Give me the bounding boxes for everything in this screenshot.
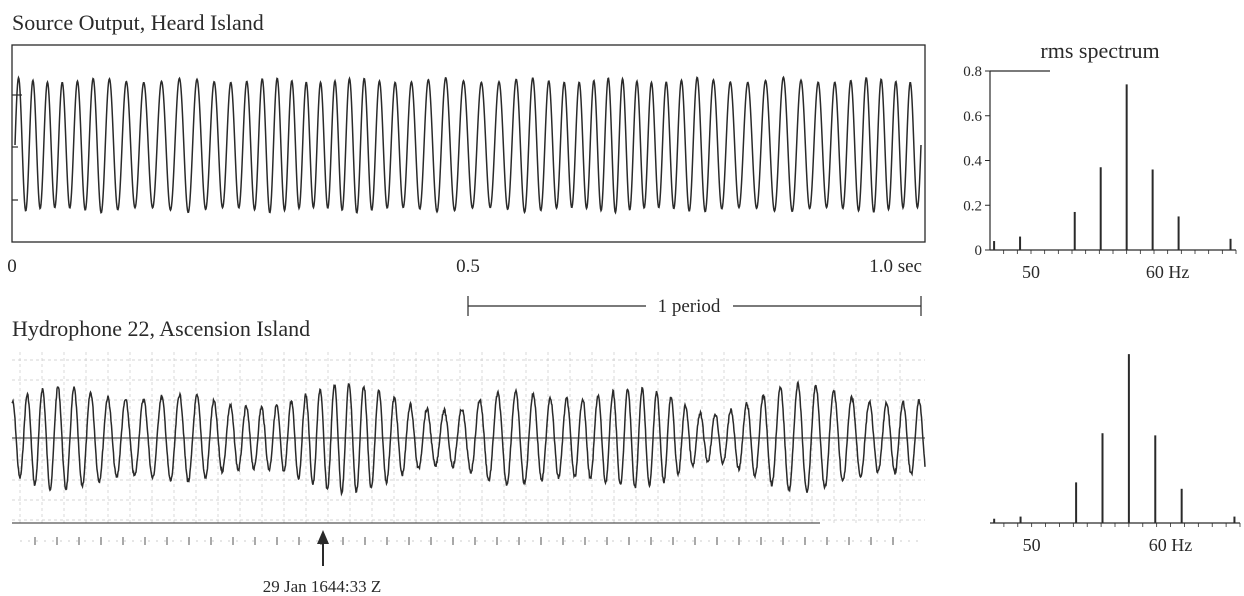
x-tick-label: 60 Hz: [1149, 535, 1193, 555]
bottom-waveform: [11, 380, 926, 497]
top-x-tick-0-5: 0.5: [456, 256, 480, 277]
period-label: 1 period: [658, 296, 721, 317]
period-bar: [467, 296, 922, 316]
timestamp-label: 29 Jan 1644:33 Z: [263, 577, 382, 596]
y-tick-label: 0.8: [963, 64, 982, 80]
top-x-tick-1-0: 1.0 sec: [869, 256, 922, 277]
bottom-panel-grid: [12, 352, 925, 545]
bottom-spectrum: 50 60 Hz: [990, 354, 1241, 555]
y-tick-label: 0: [975, 243, 983, 259]
x-tick-label: 50: [1022, 262, 1040, 282]
y-tick-label: 0.6: [963, 109, 982, 125]
timestamp-arrow: [317, 530, 329, 566]
x-tick-label: 60 Hz: [1146, 262, 1190, 282]
y-tick-label: 0.4: [963, 154, 982, 170]
y-tick-label: 0.2: [963, 198, 982, 214]
bottom-waveform-trace: [11, 380, 926, 497]
top-waveform-trace: [14, 75, 922, 215]
x-tick-label: 50: [1023, 535, 1041, 555]
top-x-tick-0: 0: [7, 256, 17, 277]
bottom-panel-title: Hydrophone 22, Ascension Island: [12, 316, 310, 341]
top-panel-title: Source Output, Heard Island: [12, 10, 264, 35]
top-spectrum: 0 0.2 0.4 0.6 0.8 50 60 Hz: [963, 64, 1237, 282]
top-panel-frame: [11, 44, 926, 243]
top-waveform: [14, 75, 922, 215]
spectrum-title: rms spectrum: [1040, 38, 1159, 63]
